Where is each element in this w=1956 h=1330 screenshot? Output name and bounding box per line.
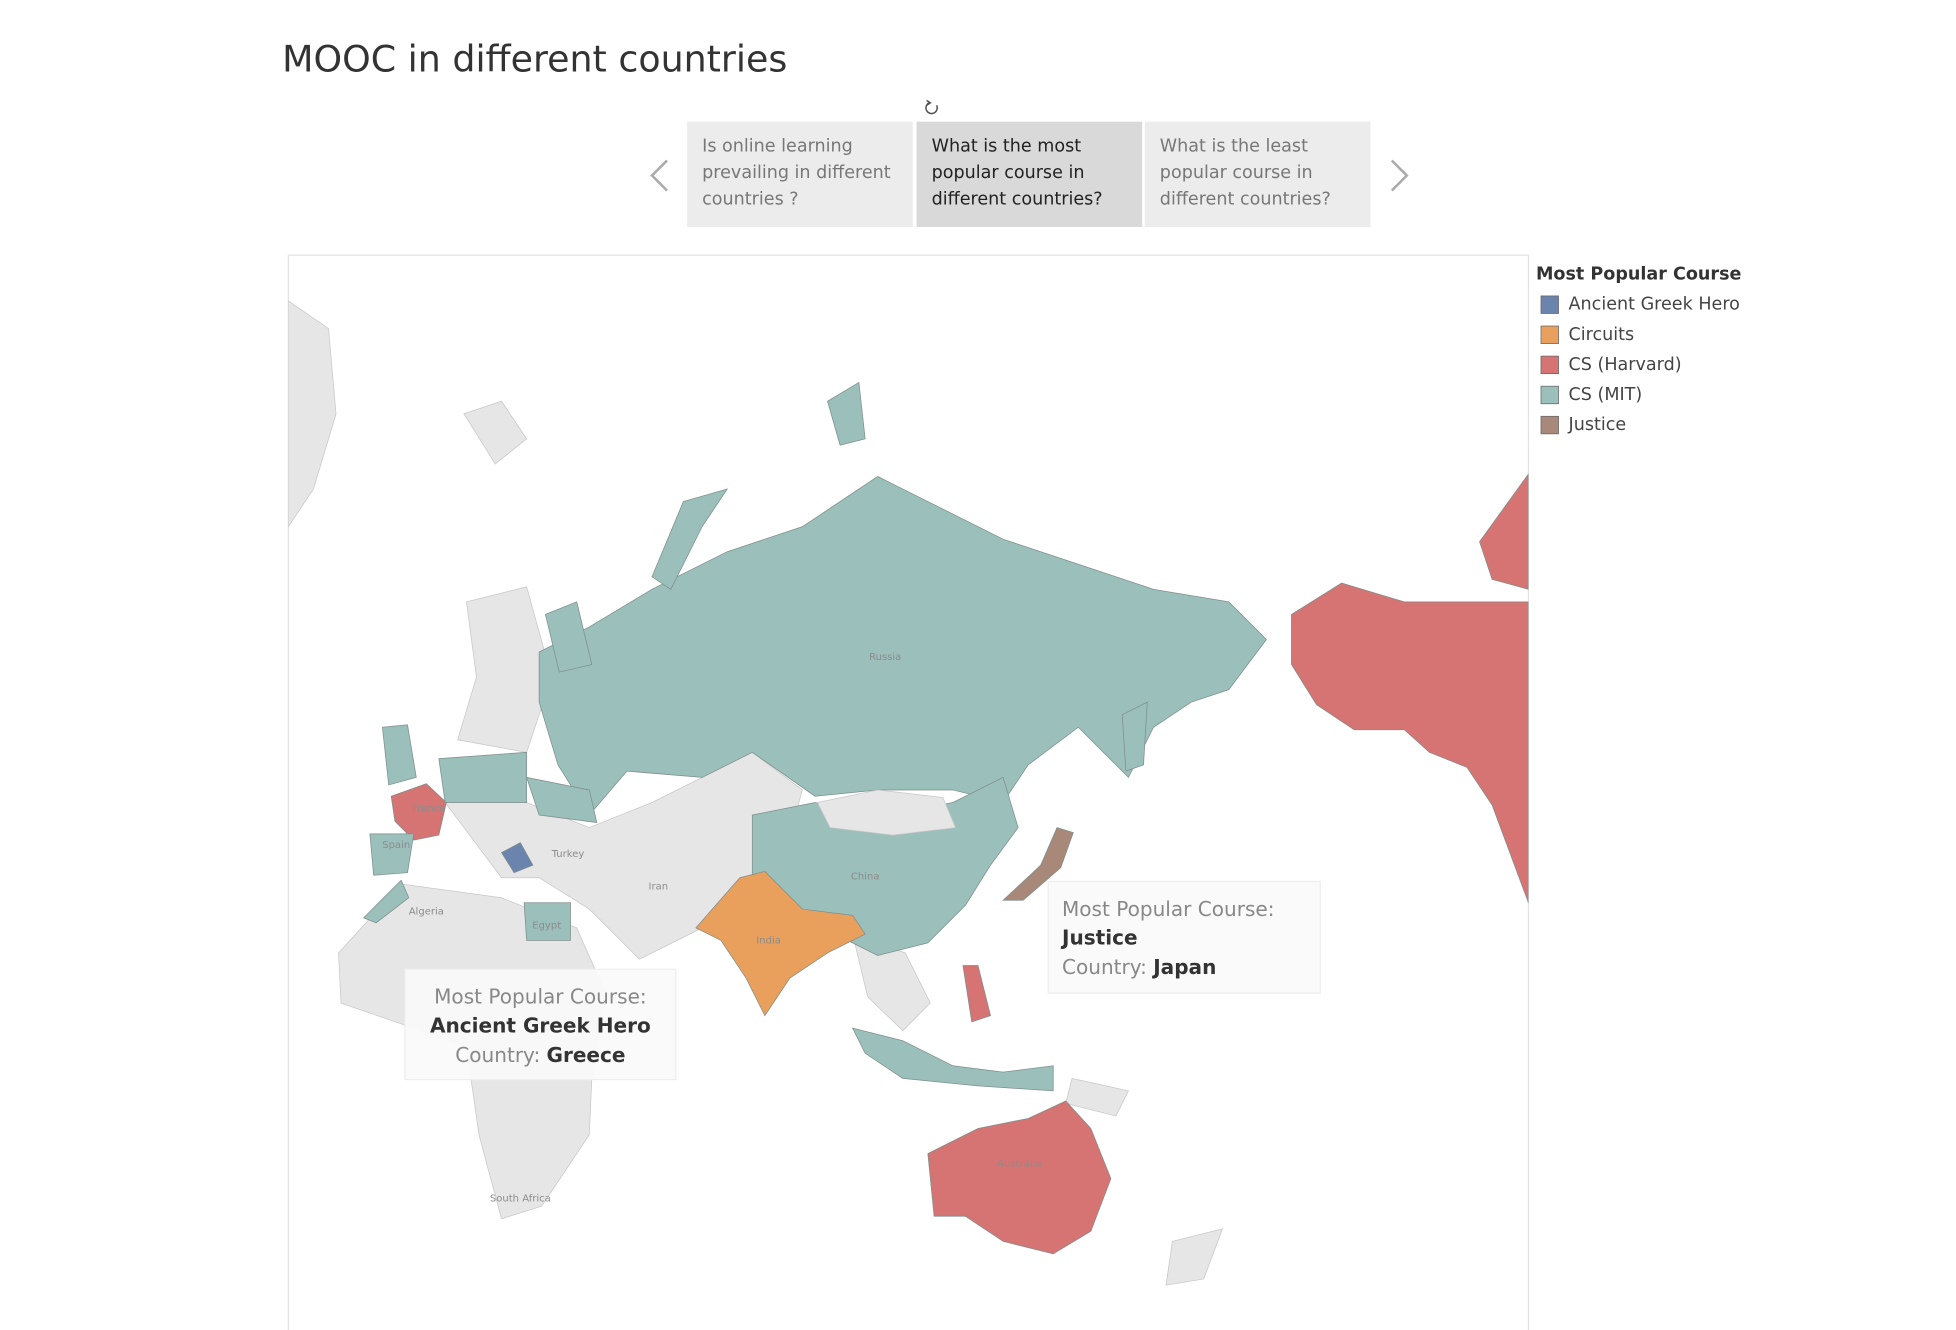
legend-label: CS (Harvard) bbox=[1569, 355, 1682, 375]
map-label: Turkey bbox=[551, 849, 585, 860]
legend-swatch bbox=[1540, 295, 1559, 314]
legend-swatch bbox=[1540, 385, 1559, 405]
country bbox=[438, 751, 527, 803]
land bbox=[288, 300, 337, 528]
story-point[interactable] bbox=[687, 121, 913, 227]
story-caption-box: Is online learning prevailing in differe… bbox=[702, 136, 891, 210]
land bbox=[1065, 1077, 1130, 1117]
map-label: Russia bbox=[869, 652, 901, 663]
map-label: China bbox=[851, 871, 880, 882]
land bbox=[816, 789, 956, 836]
country bbox=[501, 842, 534, 874]
country bbox=[651, 488, 729, 590]
country bbox=[1121, 701, 1148, 772]
tooltip-country: Japan bbox=[1151, 954, 1216, 978]
map-label: South Africa bbox=[490, 1194, 551, 1205]
country bbox=[851, 1027, 1054, 1092]
next-arrow[interactable] bbox=[1390, 159, 1409, 192]
tooltip-course: Ancient Greek Hero bbox=[430, 1013, 651, 1037]
country bbox=[382, 724, 417, 786]
story-caption: Is online learning prevailing in differe… bbox=[702, 136, 891, 210]
country bbox=[369, 833, 415, 876]
refresh-icon[interactable] bbox=[925, 99, 938, 115]
legend-label: Ancient Greek Hero bbox=[1569, 295, 1740, 315]
story-caption-box: What is the most popular course in diffe… bbox=[931, 136, 1103, 210]
legend-title: Most Popular Course bbox=[1536, 265, 1742, 285]
story-caption: What is the most popular course in diffe… bbox=[931, 136, 1103, 210]
country bbox=[1291, 582, 1529, 903]
legend-swatch bbox=[1540, 415, 1559, 435]
legend-label: Justice bbox=[1568, 415, 1627, 435]
country bbox=[1479, 473, 1529, 590]
tooltip-course-label: Most Popular Course: bbox=[1062, 897, 1275, 921]
land bbox=[463, 400, 528, 465]
tooltip-country-line: Country: Japan bbox=[1062, 954, 1216, 978]
prev-arrow[interactable] bbox=[650, 159, 668, 192]
map-label: Spain bbox=[382, 840, 410, 851]
story-point[interactable] bbox=[916, 121, 1143, 227]
country bbox=[695, 871, 866, 1017]
land bbox=[1165, 1228, 1224, 1286]
legend-label: CS (MIT) bbox=[1569, 385, 1643, 405]
map-label: Egypt bbox=[532, 920, 561, 931]
story-caption: What is the least popular course in diff… bbox=[1159, 136, 1331, 210]
story-point[interactable] bbox=[1144, 121, 1371, 227]
tooltip-country: Greece bbox=[547, 1042, 626, 1066]
legend-label: Circuits bbox=[1569, 325, 1635, 345]
tooltip-course-label: Most Popular Course: bbox=[434, 985, 647, 1009]
tooltip-country-label: Country: bbox=[455, 1042, 540, 1066]
country bbox=[1002, 827, 1074, 901]
map-label: India bbox=[756, 935, 781, 946]
country bbox=[544, 601, 593, 673]
map-label: Algeria bbox=[409, 907, 444, 918]
map-label: Australia bbox=[997, 1159, 1041, 1170]
country bbox=[827, 381, 866, 446]
title: MOOC in different countries bbox=[282, 37, 787, 80]
tooltip-course: Justice bbox=[1060, 926, 1138, 950]
tooltip-country-label: Country: bbox=[1062, 954, 1147, 978]
legend-swatch bbox=[1540, 355, 1559, 375]
country bbox=[362, 879, 410, 924]
tooltip-country-line: Country: Greece bbox=[455, 1042, 625, 1066]
country bbox=[390, 783, 447, 841]
country bbox=[962, 965, 991, 1023]
map-label: Iran bbox=[648, 881, 668, 892]
tooltip bbox=[1047, 880, 1321, 994]
country bbox=[927, 1100, 1112, 1255]
country bbox=[526, 776, 598, 823]
tooltip bbox=[404, 968, 677, 1081]
story-caption-box: What is the least popular course in diff… bbox=[1159, 136, 1331, 210]
legend-swatch bbox=[1540, 325, 1559, 344]
map-label: France bbox=[412, 804, 445, 815]
country bbox=[523, 902, 571, 941]
